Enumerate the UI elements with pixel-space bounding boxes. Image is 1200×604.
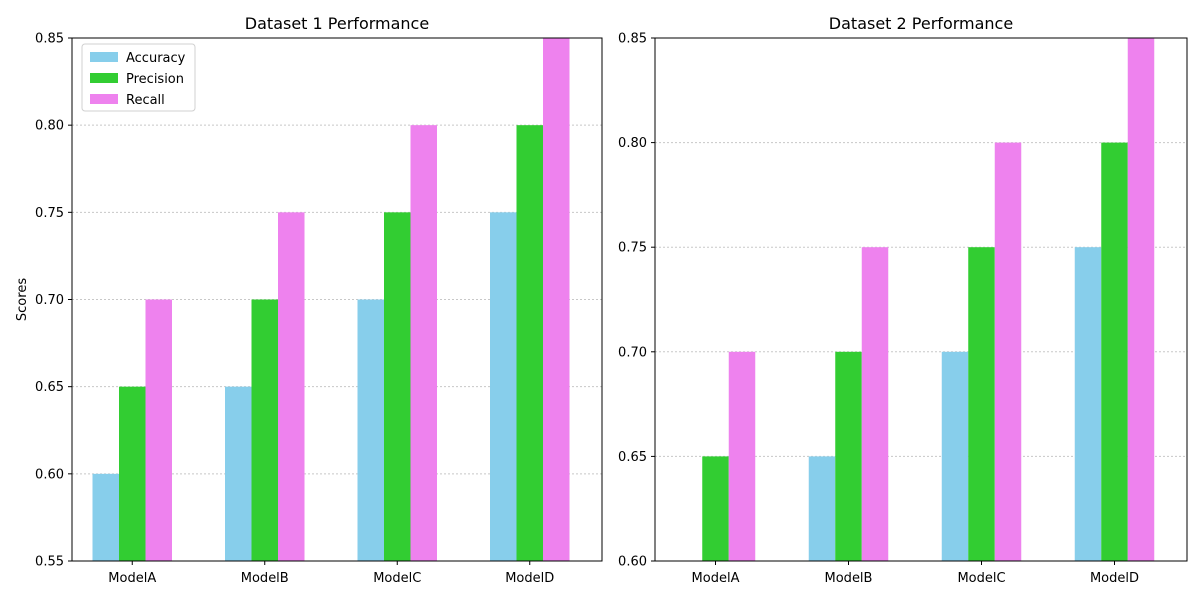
bar-0-accuracy-modela — [92, 473, 119, 561]
bar-1-precision-modeld — [1101, 142, 1128, 561]
bar-1-recall-modelc — [994, 142, 1022, 561]
bar-1-precision-modela — [702, 456, 729, 561]
legend-label-precision: Precision — [126, 72, 184, 87]
y-tick-label-0-0: 0.55 — [35, 555, 64, 570]
x-tick-label-0-0: ModelA — [108, 571, 156, 586]
bar-0-recall-modela — [145, 299, 172, 561]
bar-0-accuracy-modelc — [357, 299, 384, 561]
y-tick-label-0-3: 0.70 — [35, 293, 64, 308]
y-tick-label-1-1: 0.65 — [618, 450, 647, 465]
bar-0-precision-modelb — [251, 299, 278, 561]
x-tick-label-0-2: ModelC — [373, 571, 421, 586]
bar-1-recall-modeld — [1127, 38, 1155, 561]
bar-1-accuracy-modelc — [941, 351, 969, 561]
x-tick-label-1-3: ModelD — [1090, 571, 1139, 586]
bar-0-precision-modeld — [516, 125, 543, 561]
y-tick-label-0-4: 0.75 — [35, 206, 64, 221]
bar-0-recall-modelb — [278, 212, 305, 561]
y-tick-label-0-2: 0.65 — [35, 380, 64, 395]
chart-title-1: Dataset 2 Performance — [829, 14, 1013, 33]
bar-0-accuracy-modeld — [490, 212, 517, 561]
legend-swatch-recall — [90, 94, 118, 104]
bar-1-precision-modelc — [968, 247, 995, 561]
legend-swatch-precision — [90, 73, 118, 83]
bar-0-recall-modeld — [543, 38, 570, 561]
y-tick-label-1-0: 0.60 — [618, 555, 647, 570]
x-tick-label-0-3: ModelD — [505, 571, 554, 586]
y-axis-label-0: Scores — [15, 278, 30, 321]
bar-0-accuracy-modelb — [225, 386, 252, 561]
y-tick-label-1-5: 0.85 — [618, 32, 647, 47]
legend-label-recall: Recall — [126, 93, 165, 108]
axes-frame-1 — [654, 37, 1188, 562]
bar-1-recall-modela — [728, 351, 756, 561]
y-tick-label-0-5: 0.80 — [35, 119, 64, 134]
bar-0-precision-modela — [119, 386, 146, 561]
x-tick-label-1-2: ModelC — [957, 571, 1005, 586]
x-tick-label-1-1: ModelB — [825, 571, 873, 586]
axes-frame-0 — [71, 37, 603, 562]
x-tick-label-1-0: ModelA — [692, 571, 740, 586]
y-tick-label-1-2: 0.70 — [618, 345, 647, 360]
y-tick-label-1-3: 0.75 — [618, 241, 647, 256]
legend-label-accuracy: Accuracy — [126, 51, 186, 66]
x-tick-label-0-1: ModelB — [241, 571, 289, 586]
bar-1-precision-modelb — [835, 351, 862, 561]
y-tick-label-0-6: 0.85 — [35, 32, 64, 47]
bar-1-accuracy-modeld — [1074, 247, 1102, 561]
legend-swatch-accuracy — [90, 52, 118, 62]
y-tick-label-0-1: 0.60 — [35, 467, 64, 482]
bar-0-precision-modelc — [384, 212, 411, 561]
chart-title-0: Dataset 1 Performance — [245, 14, 429, 33]
y-tick-label-1-4: 0.80 — [618, 136, 647, 151]
bar-0-recall-modelc — [410, 125, 437, 561]
bar-1-recall-modelb — [861, 247, 889, 561]
bar-1-accuracy-modelb — [808, 456, 836, 561]
